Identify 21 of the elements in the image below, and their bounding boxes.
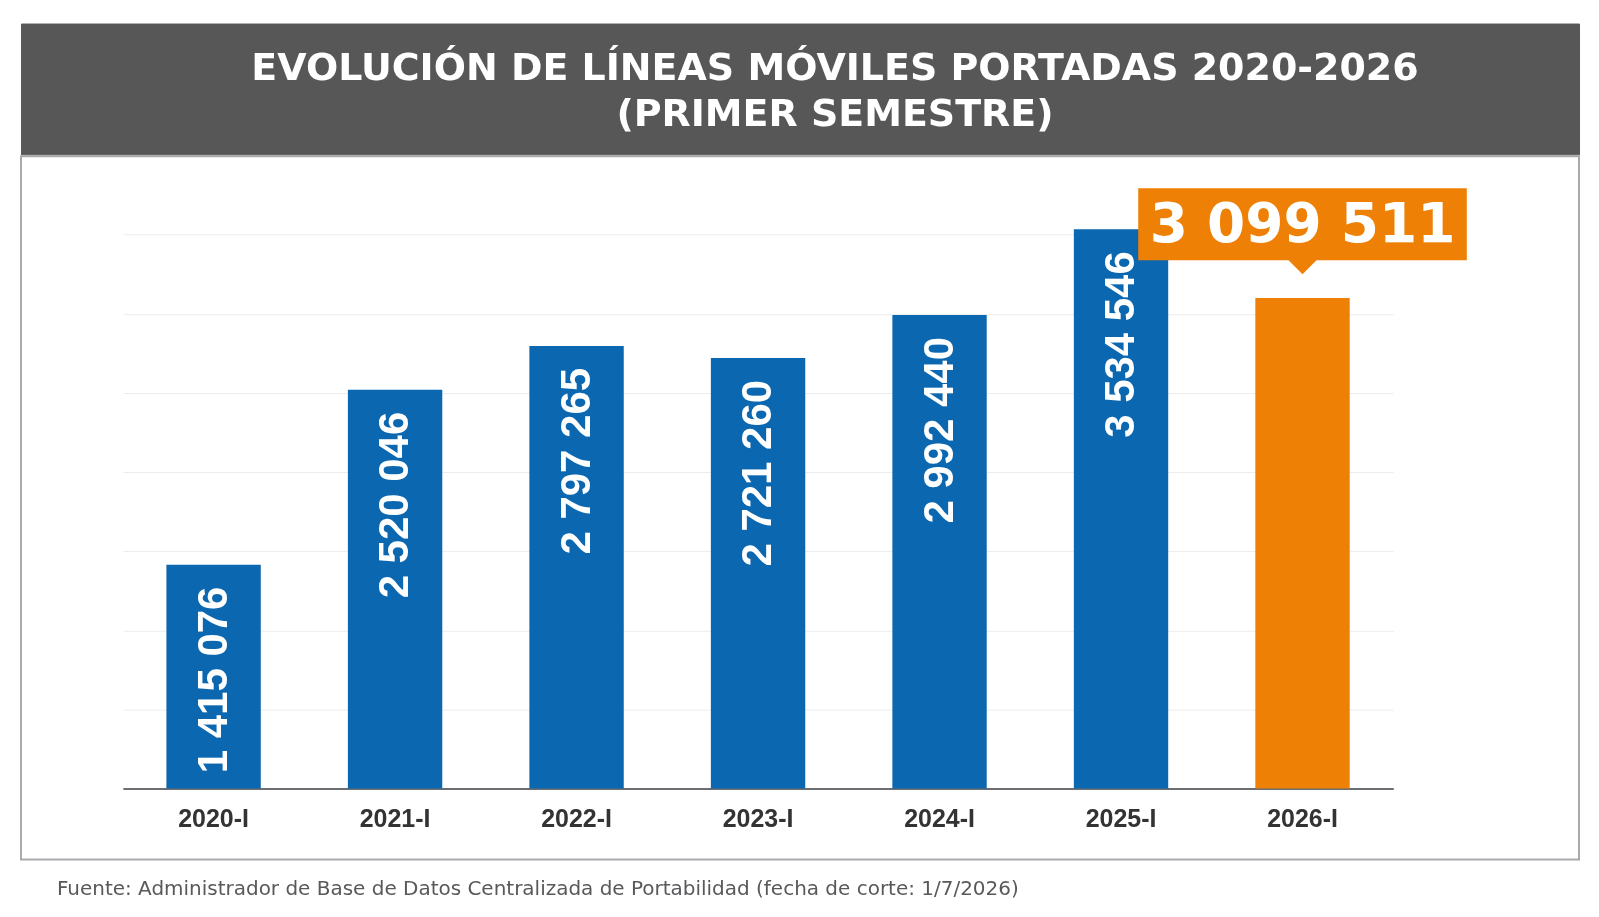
data-label: 1 415 076	[188, 586, 236, 774]
x-tick-label: 2023-I	[722, 804, 794, 833]
x-tick-label: 2025-I	[1085, 804, 1157, 833]
data-label: 2 992 440	[914, 337, 962, 524]
x-tick-label: 2022-I	[541, 804, 612, 833]
bar	[1255, 298, 1350, 789]
bar	[529, 345, 624, 789]
chart-title: EVOLUCIÓN DE LÍNEAS MÓVILES PORTADAS 2020-2026 (PRIMER SEMESTRE)	[251, 45, 1419, 136]
data-label: 2 520 046	[370, 411, 418, 599]
bar	[892, 315, 987, 789]
data-label: 3 534 546	[1096, 251, 1144, 438]
data-label: 2 797 265	[551, 367, 599, 555]
source-note: Fuente: Administrador de Base de Datos Centralizada de Portabilidad (fecha de corte: 1/7/2026)	[56, 876, 1019, 901]
x-tick-label: 2020-I	[178, 804, 249, 833]
bar	[710, 357, 806, 789]
x-tick-label: 2024-I	[904, 804, 975, 833]
annotation: 3 099 511	[1149, 191, 1456, 256]
x-tick-label: 2026-I	[1267, 804, 1338, 833]
data-label: 2 721 260	[733, 379, 781, 567]
x-tick-label: 2021-I	[359, 804, 431, 833]
bar	[347, 389, 443, 789]
